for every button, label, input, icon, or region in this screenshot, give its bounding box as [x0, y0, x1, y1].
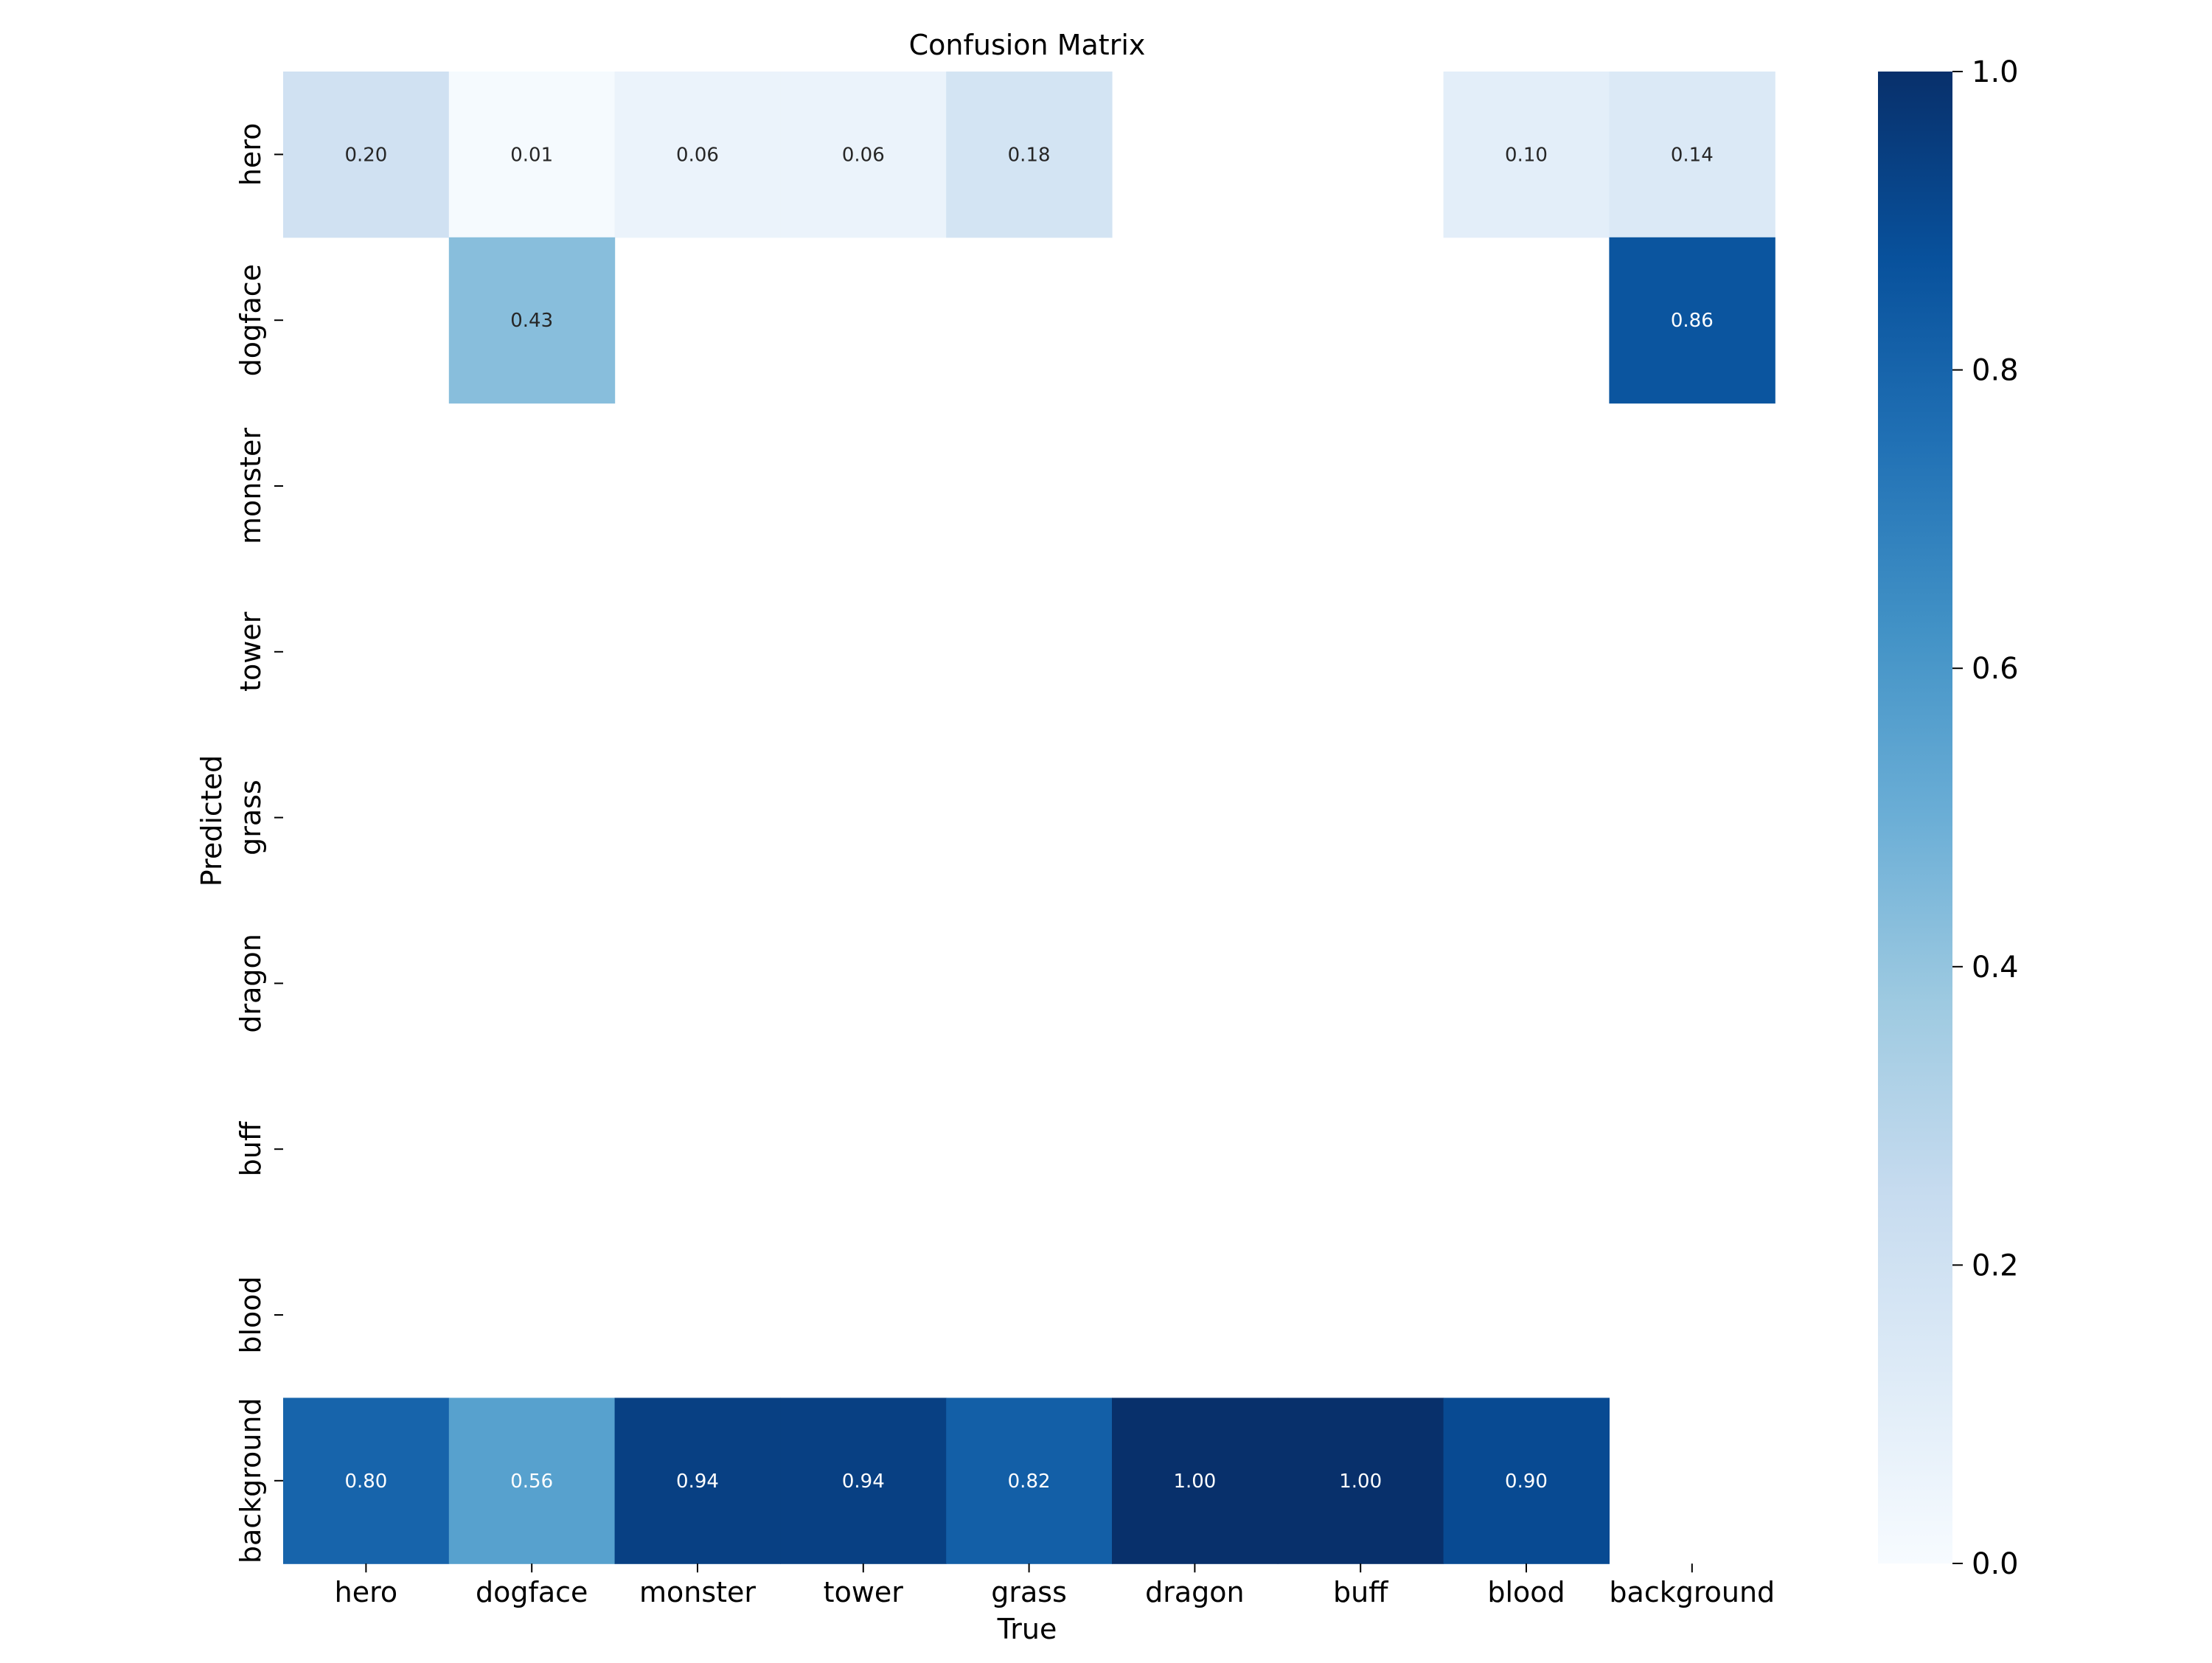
heatmap-cell [1443, 1398, 1610, 1564]
y-tick-label: dragon [234, 934, 267, 1032]
cell-value-label: 1.00 [1173, 1471, 1216, 1493]
y-tick-label: grass [234, 780, 267, 855]
y-tick-label: dogface [234, 264, 267, 376]
cell-value-label: 0.01 [510, 144, 553, 166]
cell-value-label: 0.94 [842, 1471, 885, 1493]
heatmap-cell [1609, 237, 1775, 404]
cell-value-label: 0.20 [344, 144, 387, 166]
cell-value-label: 0.94 [676, 1471, 719, 1493]
x-tick-label: grass [991, 1576, 1067, 1608]
cell-value-label: 1.00 [1339, 1471, 1382, 1493]
chart-title: Confusion Matrix [909, 29, 1146, 61]
heatmap-cell [1443, 72, 1610, 238]
cell-value-label: 0.14 [1671, 144, 1714, 166]
heatmap-cell [283, 72, 450, 238]
colorbar-tick-label: 0.6 [1972, 652, 2019, 686]
x-tick-label: background [1609, 1576, 1775, 1608]
x-tick-label: tower [824, 1576, 904, 1608]
colorbar-gradient [1878, 72, 1952, 1563]
heatmap-cell [946, 1398, 1113, 1564]
x-tick-label: monster [639, 1576, 756, 1608]
colorbar-tick-label: 0.0 [1972, 1547, 2019, 1581]
cell-value-label: 0.90 [1505, 1471, 1548, 1493]
heatmap-cell [448, 237, 616, 404]
cell-value-label: 0.80 [344, 1471, 387, 1493]
y-tick-label: hero [234, 123, 267, 187]
y-tick-label: monster [234, 428, 267, 544]
heatmap-cell [614, 1398, 781, 1564]
colorbar-tick-label: 0.8 [1972, 354, 2019, 388]
heatmap-cell [448, 72, 616, 238]
heatmap-cell [1609, 72, 1775, 238]
heatmap-cell-labels: 0.20 0.01 0.06 0.06 0.18 0.10 0.14 0.43 0.86 0.80… [344, 144, 1713, 1492]
y-tick-label: background [234, 1398, 267, 1563]
heatmap-cell [780, 1398, 947, 1564]
cell-value-label: 0.43 [510, 310, 553, 332]
y-axis-ticks: hero dogface monster tower grass dragon buff bl… [234, 123, 283, 1563]
colorbar-tick-label: 0.4 [1972, 951, 2019, 985]
heatmap-cell [283, 1398, 450, 1564]
colorbar-tick-label: 1.0 [1972, 55, 2019, 89]
cell-value-label: 0.06 [842, 144, 885, 166]
x-tick-label: blood [1487, 1576, 1565, 1608]
x-tick-label: hero [335, 1576, 398, 1608]
y-tick-label: blood [234, 1276, 267, 1353]
colorbar-tick-label: 0.2 [1972, 1249, 2019, 1282]
cell-value-label: 0.10 [1505, 144, 1548, 166]
heatmap-cell [1112, 1398, 1279, 1564]
x-tick-label: dogface [476, 1576, 588, 1608]
cell-value-label: 0.18 [1008, 144, 1051, 166]
heatmap-cell [780, 72, 947, 238]
x-axis-label: True [997, 1613, 1057, 1645]
cell-value-label: 0.86 [1671, 310, 1714, 332]
y-axis-label: Predicted [195, 755, 228, 886]
heatmap-cell [448, 1398, 616, 1564]
cell-value-label: 0.06 [676, 144, 719, 166]
heatmap-cells [283, 72, 1775, 1564]
y-tick-label: buff [234, 1121, 267, 1176]
heatmap-cell [946, 72, 1113, 238]
x-tick-label: buff [1333, 1576, 1388, 1608]
x-axis-ticks: hero dogface monster tower grass dragon buff bl… [335, 1563, 1775, 1608]
y-tick-label: tower [234, 611, 267, 692]
cell-value-label: 0.56 [510, 1471, 553, 1493]
x-tick-label: dragon [1145, 1576, 1244, 1608]
cell-value-label: 0.82 [1008, 1471, 1051, 1493]
heatmap-cell [614, 72, 781, 238]
heatmap-cell [1277, 1398, 1444, 1564]
colorbar: 0.0 0.2 0.4 0.6 0.8 1.0 [1878, 55, 2019, 1581]
